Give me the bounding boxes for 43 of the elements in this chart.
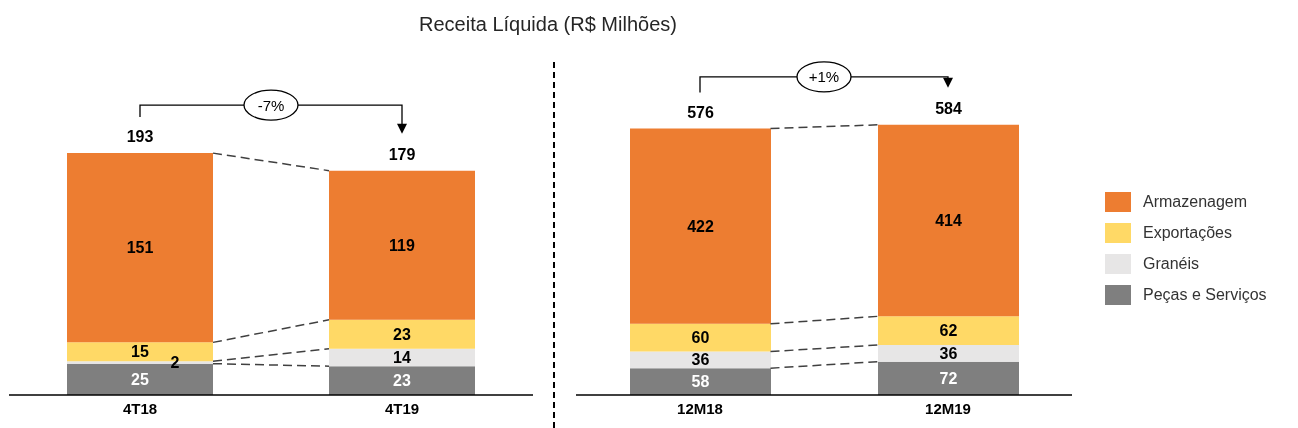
data-label: 119 (389, 236, 416, 254)
legend-label: Peças e Serviços (1143, 285, 1267, 304)
bar (630, 368, 771, 395)
data-label: 23 (393, 372, 411, 390)
x-tick-label: 4T19 (384, 399, 420, 417)
total-label: 179 (388, 145, 416, 163)
data-label: 60 (691, 329, 710, 347)
x-tick-label: 12M18 (677, 399, 723, 417)
data-label: 15 (131, 343, 149, 361)
bar (67, 153, 213, 343)
data-label: 36 (939, 344, 958, 362)
total-label: 193 (126, 128, 154, 146)
data-label: 14 (393, 348, 411, 366)
bar (878, 345, 1019, 362)
x-tick-label: 12M19 (925, 399, 971, 417)
text: +1% (808, 68, 840, 86)
bar (329, 170, 475, 320)
bar (878, 316, 1019, 346)
data-label: 414 (935, 212, 962, 230)
data-label: 36 (691, 351, 710, 369)
data-label: 151 (126, 239, 154, 257)
data-label: 25 (131, 370, 149, 388)
bar (329, 348, 475, 367)
bar (878, 361, 1019, 395)
bar (329, 366, 475, 395)
data-label: 422 (687, 217, 714, 235)
legend-label: Granéis (1143, 254, 1200, 273)
bar (630, 128, 771, 324)
text: -7% (257, 96, 285, 114)
bar (329, 319, 475, 349)
legend-label: Armazenagem (1143, 192, 1248, 211)
data-label: 58 (691, 373, 710, 391)
chart-title: Receita Líquida (R$ Milhões) (419, 13, 677, 36)
total-label: 576 (687, 103, 714, 121)
bar (630, 323, 771, 352)
data-label: 72 (939, 369, 958, 387)
data-label: 2 (170, 353, 180, 371)
total-label: 584 (935, 99, 962, 117)
data-label: 62 (939, 322, 958, 340)
x-tick-label: 4T18 (122, 399, 158, 417)
data-label: 23 (393, 325, 411, 343)
bar (878, 124, 1019, 317)
legend-label: Exportações (1143, 223, 1232, 242)
